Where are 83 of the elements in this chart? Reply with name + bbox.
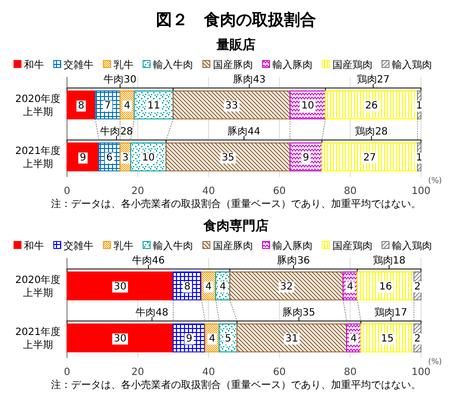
legend-label: 和牛 [24,240,44,252]
legend-label: 輸入牛肉 [153,240,194,252]
x-tick-label: 80 [344,186,357,197]
x-tick-label: 100 [411,186,431,197]
data-label: 2 [414,334,421,345]
data-label: 8 [184,282,191,293]
data-label: 9 [80,152,86,164]
data-label: 31 [285,334,298,345]
data-label: 牛肉28 [100,126,133,138]
x-tick-label: 40 [202,186,215,197]
x-tick-label: 100 [411,367,431,378]
legend-label: 国産鶏肉 [332,60,372,71]
data-label: 15 [381,334,394,345]
legend-label: 交雑牛 [64,240,94,252]
x-tick-label: 40 [202,367,215,378]
data-label: 6 [106,152,113,164]
data-label: 鶏肉27 [356,74,390,86]
note: 注：データは、各小売業者の取扱割合（重量ベース）であり、加重平均ではない。 [51,199,421,210]
data-label: 牛肉46 [132,256,165,266]
data-label: 豚肉44 [228,126,260,138]
subtitle: 食肉専門店 [204,219,268,234]
category-label: 2020年度上半期 [15,94,61,118]
data-label: 10 [142,152,155,164]
legend-label: 輸入鶏肉 [392,60,432,71]
data-label: 7 [104,100,111,112]
x-tick-label: 0 [64,367,70,378]
data-label: 16 [379,282,392,293]
category-label: 2021年度上半期 [15,327,61,352]
data-label: 4 [220,282,226,293]
legend-label: 輸入牛肉 [153,60,194,71]
data-label: 30 [114,282,126,293]
data-label: 4 [350,334,357,345]
legend-label: 交雑牛 [64,60,94,71]
data-label: 26 [365,100,378,112]
data-label: 鶏肉17 [374,308,408,318]
title: 図２ 食肉の取扱割合 [156,10,316,29]
x-tick-label: 60 [273,186,286,197]
data-label: 4 [205,282,212,293]
legend-label: 輸入豚肉 [272,240,313,252]
category-label: 2020年度上半期 [15,275,61,300]
data-label: 9 [302,152,310,164]
data-label: 3 [122,152,129,164]
data-label: 2 [414,282,421,293]
data-label: 鶏肉18 [372,256,406,266]
data-label: 鶏肉28 [355,126,388,138]
x-tick-label: 0 [64,186,70,197]
x-axis-title: (%) [428,176,442,185]
legend-label: 国産豚肉 [212,240,253,252]
x-axis-title: (%) [428,357,442,366]
data-label: 4 [124,100,130,112]
data-label: 4 [208,334,216,345]
data-label: 33 [225,100,238,112]
data-label: 豚肉35 [282,308,316,318]
legend-label: 輸入鶏肉 [392,240,432,252]
legend-label: 国産豚肉 [212,60,253,71]
data-label: 4 [347,282,354,293]
data-label: 豚肉43 [232,74,266,86]
data-label: 豚肉36 [277,256,310,266]
data-label: 牛肉48 [136,308,168,318]
data-label: 5 [224,334,232,345]
subtitle: 量販店 [216,38,256,53]
data-label: 9 [186,334,192,345]
data-label: 10 [301,100,314,112]
legend-label: 乳牛 [113,60,134,71]
data-label: 32 [280,282,293,293]
x-tick-label: 20 [131,186,144,197]
data-label: 8 [78,100,84,112]
legend-label: 輸入豚肉 [272,60,313,71]
data-label: 27 [363,152,376,164]
x-tick-label: 60 [273,367,286,378]
data-label: 11 [147,100,160,112]
data-label: 1 [416,100,422,112]
note: 注：データは、各小売業者の取扱割合（重量ベース）であり、加重平均ではない。 [51,380,421,391]
x-tick-label: 80 [344,367,357,378]
data-label: 30 [114,334,126,345]
data-label: 牛肉30 [104,74,136,86]
legend-label: 国産鶏肉 [332,240,372,252]
category-label: 2021年度上半期 [15,146,61,170]
legend-label: 乳牛 [113,240,134,252]
data-label: 1 [416,152,422,164]
legend-label: 和牛 [24,60,44,71]
data-label: 35 [222,152,234,164]
x-tick-label: 20 [131,367,144,378]
